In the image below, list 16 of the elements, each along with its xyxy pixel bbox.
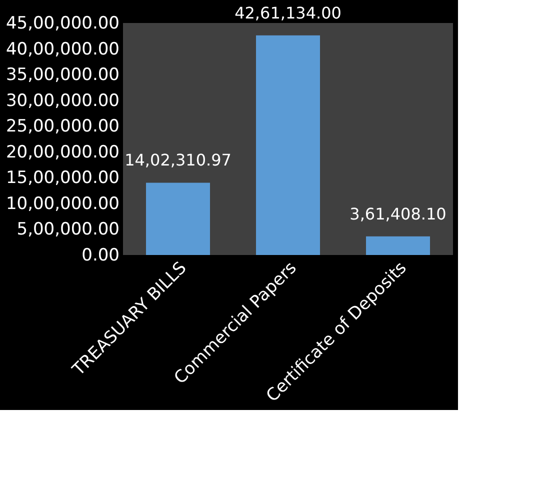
y-tick-label: 15,00,000.00 <box>6 168 120 188</box>
data-label: 3,61,408.10 <box>350 204 446 224</box>
y-tick-label: 35,00,000.00 <box>6 65 120 86</box>
bar <box>256 35 320 255</box>
data-label: 42,61,134.00 <box>234 3 342 22</box>
y-tick-label: 20,00,000.00 <box>6 142 120 162</box>
data-label: 14,02,310.97 <box>124 150 232 170</box>
y-tick-label: 0.00 <box>82 246 120 266</box>
bar <box>146 182 210 255</box>
y-tick-label: 45,00,000.00 <box>6 14 120 34</box>
y-tick-label: 25,00,000.00 <box>6 116 120 137</box>
y-tick-label: 40,00,000.00 <box>6 39 120 60</box>
y-tick-label: 10,00,000.00 <box>6 194 120 214</box>
y-tick-label: 5,00,000.00 <box>16 220 120 240</box>
y-tick-label: 30,00,000.00 <box>6 90 120 111</box>
bar <box>366 236 430 255</box>
